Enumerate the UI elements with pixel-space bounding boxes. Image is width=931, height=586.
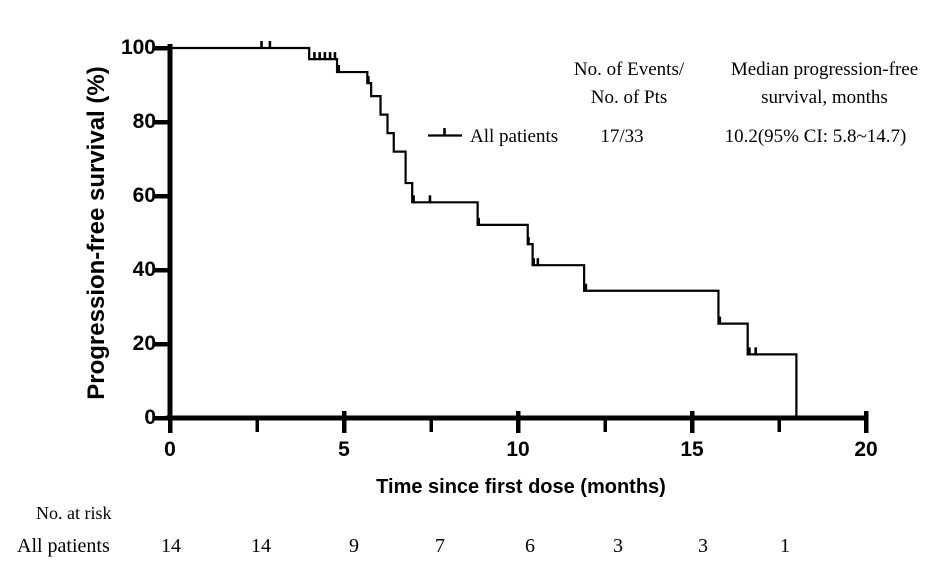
at-risk-count-5: 3 [613,535,623,557]
y-tick-label-80: 80 [132,110,156,133]
events-over-pts-value: 17/33 [600,126,644,147]
x-tick-label-20: 20 [854,438,878,461]
at-risk-count-6: 3 [698,535,708,557]
y-tick-label-100: 100 [120,36,156,59]
events-header-line2: No. of Pts [590,87,668,108]
events-column-header: No. of Events/ No. of Pts [549,56,709,112]
at-risk-count-3: 7 [435,535,445,557]
x-tick-label-5: 5 [338,438,350,461]
at-risk-count-4: 6 [525,535,535,557]
x-tick-label-0: 0 [164,438,176,461]
median-pfs-value: 10.2(95% CI: 5.8~14.7) [724,126,907,147]
median-header-line2: survival, months [761,87,888,108]
y-axis-title: Progression-free survival (%) [83,66,110,400]
y-tick-label-60: 60 [132,184,156,207]
at-risk-header: No. at risk [36,503,112,523]
axes [154,44,869,433]
at-risk-count-2: 9 [349,535,359,557]
x-tick-label-15: 15 [680,438,704,461]
survival-curve [170,46,798,418]
legend-key [428,128,462,137]
events-header-line1: No. of Events/ [573,59,685,80]
y-tick-label-40: 40 [132,258,156,281]
y-tick-label-20: 20 [132,332,156,355]
at-risk-count-1: 14 [251,535,271,557]
legend-series-label: All patients [470,126,559,147]
at-risk-row-label: All patients [17,535,110,557]
at-risk-count-7: 1 [780,535,790,557]
x-axis-title: Time since first dose (months) [376,476,666,498]
censor-ticks [260,41,757,356]
median-header-line1: Median progression-free [730,59,919,80]
x-tick-label-10: 10 [506,438,530,461]
at-risk-count-0: 14 [161,535,181,557]
median-column-header: Median progression-free survival, months [702,56,931,112]
y-tick-label-0: 0 [144,406,156,429]
